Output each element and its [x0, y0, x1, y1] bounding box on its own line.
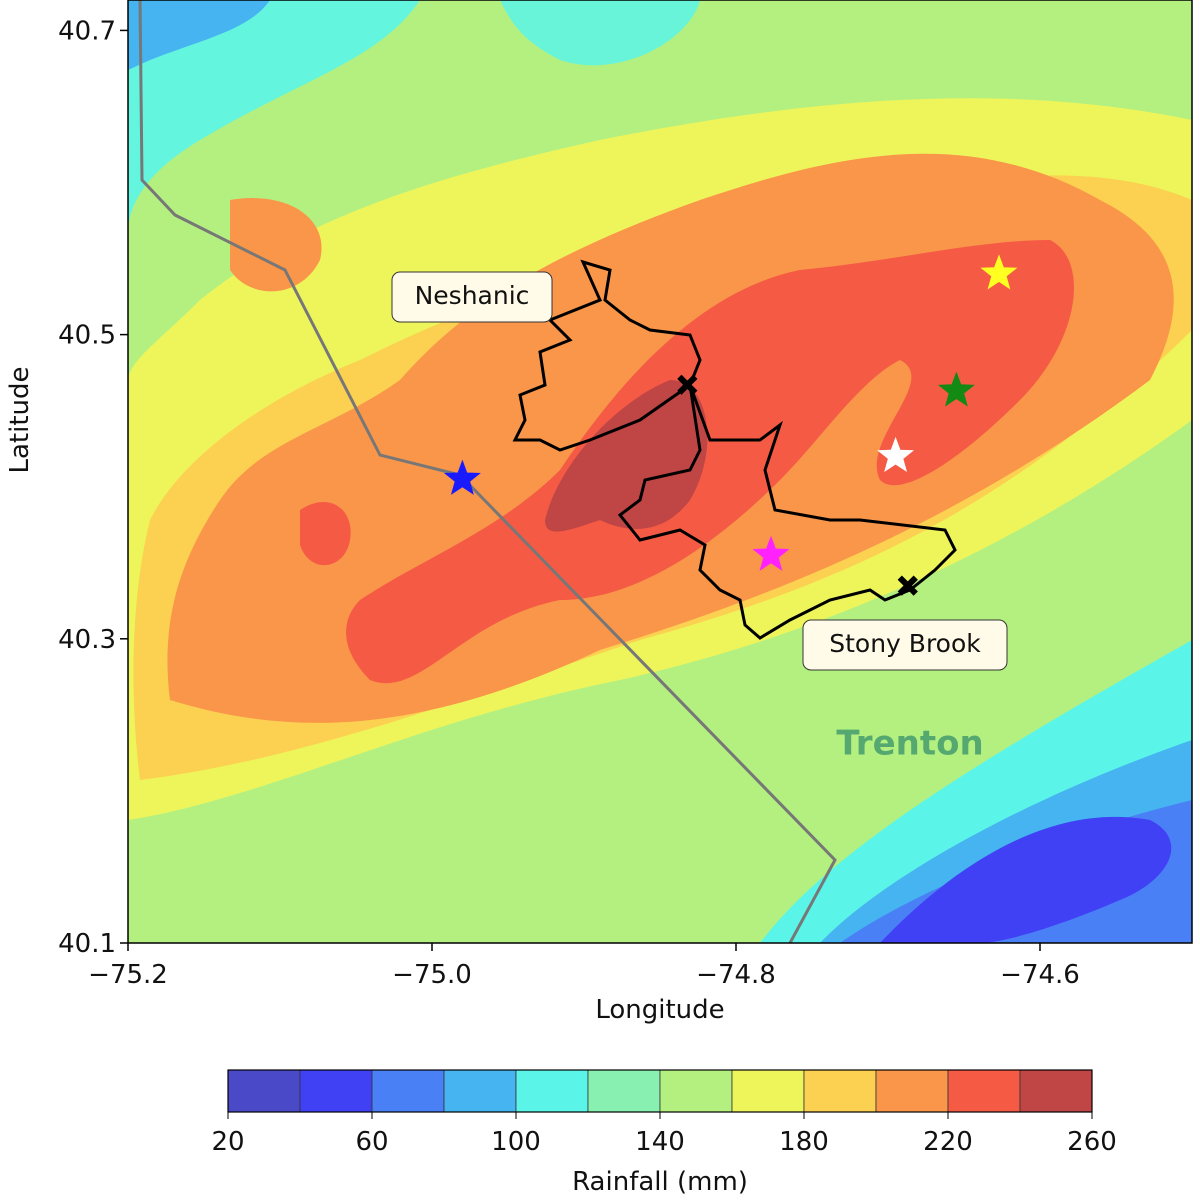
star-marker: [877, 436, 915, 473]
watershed-label: Neshanic: [415, 281, 530, 310]
contour: [346, 240, 1074, 684]
contour: [880, 816, 1172, 943]
colorbar-bin: [227, 1069, 301, 1113]
x-axis-label: Longitude: [595, 995, 724, 1025]
y-tick-label: 40.3: [58, 625, 116, 655]
colorbar-bin: [371, 1069, 445, 1113]
y-tick-label: 40.5: [58, 321, 116, 351]
colorbar-bin: [587, 1069, 661, 1113]
colorbar-bin: [1019, 1069, 1093, 1113]
plot-frame: [127, 0, 1193, 944]
state-boundary: [138, 0, 837, 943]
star-marker: [980, 254, 1018, 290]
star-marker: [443, 459, 481, 495]
colorbar-label: Rainfall (mm): [572, 1167, 748, 1197]
contour: [128, 0, 420, 230]
star-marker: [752, 535, 790, 571]
contour: [230, 198, 322, 292]
y-tick-label: 40.7: [58, 16, 116, 46]
watershed-label: Stony Brook: [829, 629, 981, 658]
x-tick-label: −75.2: [88, 960, 168, 990]
star-marker: [937, 371, 975, 407]
rainfall-field: Trenton: [128, 0, 1192, 943]
contour: [128, 0, 270, 70]
colorbar-tick-label: 100: [491, 1127, 541, 1157]
x-tick-label: −75.0: [392, 960, 472, 990]
colorbar-bin: [515, 1069, 589, 1113]
colorbar-bin: [731, 1069, 805, 1113]
colorbar-bin: [803, 1069, 877, 1113]
contour: [545, 380, 708, 532]
colorbar-bin: [947, 1069, 1021, 1113]
contour: [500, 0, 700, 66]
label-box: [802, 619, 1008, 671]
y-tick-label: 40.1: [58, 929, 116, 959]
colorbar-tick-label: 260: [1067, 1127, 1117, 1157]
x-marker: [897, 575, 918, 596]
colorbar-tick-label: 140: [635, 1127, 685, 1157]
colorbar-bin: [659, 1069, 733, 1113]
colorbar-bin: [299, 1069, 373, 1113]
map-place-label: Trenton: [836, 724, 983, 764]
y-axis-label: Latitude: [5, 366, 35, 473]
x-marker: [677, 374, 698, 395]
watershed-outline: [512, 259, 957, 640]
colorbar-tick-label: 20: [211, 1127, 244, 1157]
label-box: [391, 271, 553, 323]
colorbar-bin: [875, 1069, 949, 1113]
contour: [300, 501, 351, 566]
x-tick-label: −74.8: [696, 960, 776, 990]
colorbar-tick-label: 180: [779, 1127, 829, 1157]
colorbar-tick-label: 220: [923, 1127, 973, 1157]
colorbar-bin: [443, 1069, 517, 1113]
colorbar-tick-label: 60: [355, 1127, 388, 1157]
x-tick-label: −74.6: [1000, 960, 1080, 990]
